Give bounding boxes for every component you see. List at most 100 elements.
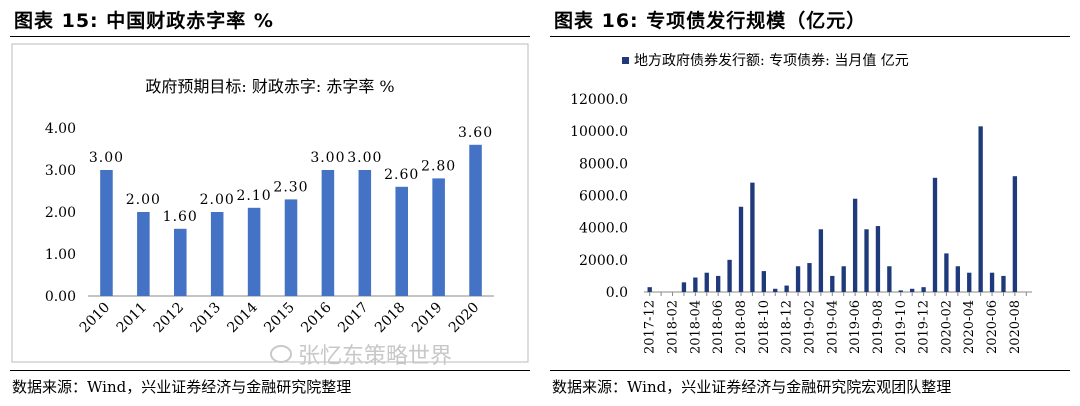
figure-15-title: 图表 15: 中国财政赤字率 % bbox=[14, 10, 274, 32]
y-tick-label: 1.00 bbox=[45, 247, 76, 263]
chart-frame bbox=[11, 43, 529, 363]
data-label: 3.00 bbox=[89, 150, 124, 166]
bar bbox=[967, 272, 972, 292]
figure-16-title: 图表 16: 专项债发行规模（亿元） bbox=[554, 10, 867, 32]
x-tick-label: 2014 bbox=[224, 299, 261, 336]
bar bbox=[100, 170, 113, 296]
data-label: 2.00 bbox=[126, 192, 161, 208]
x-tick-label: 2019-08 bbox=[871, 300, 886, 354]
bar bbox=[875, 226, 881, 292]
bar bbox=[358, 170, 372, 296]
bar bbox=[784, 285, 789, 292]
data-label: 3.60 bbox=[458, 125, 493, 141]
x-tick-label: 2015 bbox=[261, 300, 298, 337]
bar bbox=[864, 229, 869, 292]
bar bbox=[647, 287, 652, 292]
bar bbox=[921, 287, 926, 292]
bar bbox=[693, 277, 698, 292]
bar bbox=[795, 266, 801, 292]
bar bbox=[716, 275, 721, 292]
bar bbox=[284, 199, 298, 296]
x-tick-label: 2018-02 bbox=[666, 300, 681, 354]
bar bbox=[173, 228, 187, 296]
left-panel: 图表 15: 中国财政赤字率 % 政府预期目标: 财政赤字: 赤字率 % 0.0… bbox=[10, 10, 530, 396]
x-tick-label: 2019-04 bbox=[825, 300, 840, 354]
bar bbox=[852, 198, 858, 292]
data-label: 1.60 bbox=[163, 209, 198, 225]
x-tick-label: 2018-04 bbox=[688, 300, 703, 354]
right-panel: 图表 16: 专项债发行规模（亿元） 地方政府债券发行额: 专项债券: 当月值 … bbox=[540, 0, 1080, 406]
data-label: 2.80 bbox=[421, 158, 456, 174]
x-tick-label: 2019-10 bbox=[894, 300, 909, 354]
special-bond-chart: 地方政府债券发行额: 专项债券: 当月值 亿元 0.0 2000.0 4000.0 6… bbox=[570, 53, 1032, 354]
x-tick-label: 2019-02 bbox=[802, 300, 817, 354]
y-tick-label: 2000.0 bbox=[579, 253, 628, 269]
legend-swatch bbox=[622, 57, 629, 64]
bar bbox=[1001, 275, 1006, 292]
x-tick-label: 2018-06 bbox=[711, 300, 726, 354]
deficit-rate-chart: 政府预期目标: 财政赤字: 赤字率 % 0.00 1.00 2.00 3.00 4.00… bbox=[11, 43, 529, 363]
source-note: 数据来源：Wind，兴业证券经济与金融研究院整理 bbox=[12, 378, 352, 396]
y-tick-label: 2.00 bbox=[45, 205, 76, 221]
x-tick-label: 2020 bbox=[446, 300, 483, 337]
x-tick-label: 2017-12 bbox=[643, 300, 658, 354]
y-tick-label: 12000.0 bbox=[570, 92, 628, 108]
bar bbox=[978, 126, 983, 292]
x-tick-label: 2010 bbox=[77, 300, 114, 337]
y-tick-label: 0.00 bbox=[45, 289, 76, 305]
top-rule bbox=[10, 36, 530, 37]
bar bbox=[750, 182, 755, 292]
bar bbox=[932, 177, 938, 292]
bar bbox=[469, 144, 482, 296]
bar bbox=[807, 263, 812, 292]
bar bbox=[704, 272, 709, 292]
bar bbox=[761, 271, 766, 292]
y-tick-label: 3.00 bbox=[45, 163, 76, 179]
chart-title: 政府预期目标: 财政赤字: 赤字率 % bbox=[145, 77, 394, 96]
bar bbox=[898, 290, 903, 292]
data-label: 2.30 bbox=[273, 179, 308, 195]
bar bbox=[887, 266, 892, 292]
bar bbox=[432, 178, 445, 296]
bar bbox=[1012, 176, 1018, 292]
data-label: 3.00 bbox=[347, 150, 382, 166]
x-tick-label: 2019 bbox=[409, 300, 446, 337]
y-tick-label: 0.0 bbox=[606, 285, 628, 301]
bar bbox=[944, 253, 949, 292]
x-tick-label: 2020-08 bbox=[1008, 300, 1023, 354]
x-tick-label: 2020-06 bbox=[985, 300, 1000, 354]
y-tick-label: 4000.0 bbox=[579, 221, 628, 237]
bar bbox=[955, 266, 960, 292]
bar bbox=[210, 212, 224, 296]
x-tick-label: 2020-04 bbox=[962, 300, 977, 354]
top-rule bbox=[550, 36, 1070, 37]
bar bbox=[738, 206, 744, 292]
watermark: 张忆东策略世界 bbox=[270, 338, 452, 370]
data-label: 3.00 bbox=[310, 150, 345, 166]
bar bbox=[910, 288, 915, 292]
bar bbox=[830, 275, 835, 292]
x-tick-label: 2019-12 bbox=[917, 300, 932, 354]
x-tick-label: 2018-10 bbox=[757, 300, 772, 354]
x-tick-label: 2018-08 bbox=[734, 300, 749, 354]
x-tick-label: 2011 bbox=[114, 300, 151, 337]
bar bbox=[395, 186, 409, 296]
bar bbox=[727, 259, 732, 292]
y-tick-label: 10000.0 bbox=[570, 124, 628, 140]
x-tick-label: 2018-12 bbox=[780, 300, 795, 354]
bar bbox=[321, 170, 335, 296]
watermark-text: 张忆东策略世界 bbox=[298, 344, 453, 369]
data-label: 2.60 bbox=[384, 167, 419, 183]
bar bbox=[989, 272, 995, 292]
x-tick-label: 2016 bbox=[298, 299, 335, 336]
bar bbox=[681, 282, 687, 292]
y-tick-label: 6000.0 bbox=[579, 189, 628, 205]
x-tick-label: 2019-06 bbox=[848, 300, 863, 354]
x-tick-label: 2020-02 bbox=[939, 300, 954, 354]
data-label: 2.00 bbox=[200, 192, 235, 208]
x-tick-label: 2012 bbox=[151, 300, 188, 337]
bar bbox=[137, 212, 150, 296]
bar bbox=[247, 207, 261, 296]
bottom-rule bbox=[10, 370, 530, 371]
wechat-icon bbox=[270, 345, 292, 363]
